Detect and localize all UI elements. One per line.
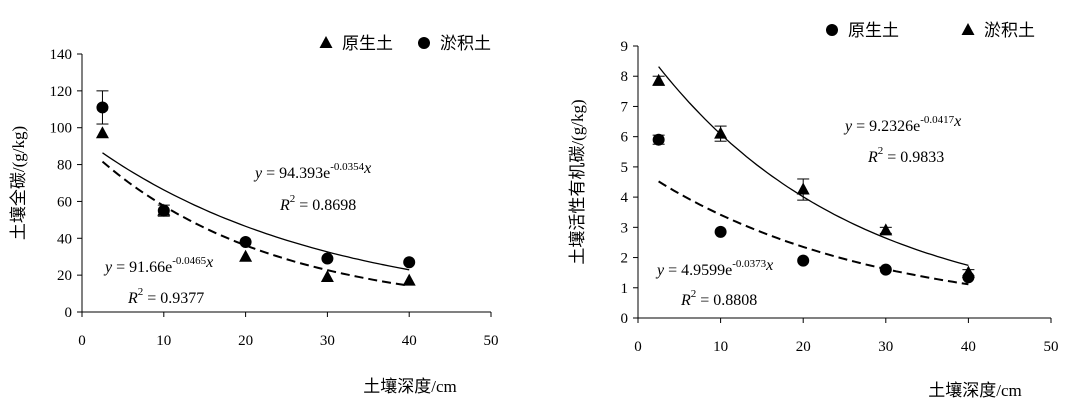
series-淤积土 [652,66,975,278]
y-tick-label: 140 [50,47,73,63]
y-tick-label: 120 [50,84,73,100]
y-tick-label: 2 [621,251,629,267]
legend-label: 原生土 [342,34,393,53]
data-point [239,235,252,248]
fit-equation: y = 94.393e-0.0354x [253,160,371,182]
x-tick-label: 10 [713,339,728,355]
data-point [157,204,170,217]
data-point [239,249,253,262]
x-tick-label: 30 [320,333,335,349]
data-point [961,265,975,278]
data-point [652,133,665,146]
x-tick-label: 50 [1044,339,1059,355]
data-point [796,182,810,195]
chart-2: 0 1 2 3 4 5 6 7 8 9 0 10 20 30 40 50 土壤深度/cm 土壤活性有机碳/(g/k… [567,21,1059,400]
y-axis-label: 土壤全碳/(g/kg) [8,126,28,240]
data-point [652,73,666,86]
data-point [95,126,109,139]
data-point [714,225,727,238]
fit-equation: y = 9.2326e-0.0417x [843,113,961,135]
fit-curve [658,66,969,267]
data-point [320,269,334,282]
chart-1: 0 20 40 60 80 100 120 140 0 10 20 30 40 50 土壤深度/cm 土壤全碳… [8,34,499,396]
y-tick-label: 9 [621,39,629,55]
legend-label: 淤积土 [440,34,491,53]
x-axis-label: 土壤深度/cm [363,376,457,396]
y-tick-label: 0 [621,311,629,327]
x-tick-label: 40 [402,333,417,349]
y-tick-label: 60 [57,194,72,210]
legend-label: 原生土 [848,21,899,40]
x-tick-label: 10 [156,333,171,349]
data-point [797,254,810,267]
fit-curve [658,180,969,286]
y-tick-label: 80 [57,158,72,174]
data-point [879,223,893,236]
y-tick-label: 20 [57,268,72,284]
fit-equation: y = 91.66e-0.0465x [103,254,213,276]
fit-curve [102,152,410,271]
y-axis-label: 土壤活性有机碳/(g/kg) [567,99,587,264]
data-point [321,252,334,265]
legend-marker [418,37,430,49]
y-tick-label: 7 [621,99,629,115]
data-point [402,273,416,286]
fit-equation: y = 4.9599e-0.0373x [655,257,773,279]
x-tick-label: 30 [878,339,893,355]
legend-label: 淤积土 [984,21,1035,40]
data-point [879,263,892,276]
y-tick-label: 100 [50,121,73,137]
legend-marker [826,24,838,36]
fit-r2: R2 = 0.8698 [279,193,356,214]
y-tick-label: 4 [621,190,629,206]
data-point [403,256,416,269]
y-tick-label: 0 [65,305,73,321]
x-tick-label: 0 [78,333,86,349]
fit-curve [101,160,410,287]
fit-r2: R2 = 0.9833 [867,145,944,166]
x-tick-label: 0 [634,339,642,355]
y-tick-label: 8 [621,69,629,85]
y-tick-label: 5 [621,160,629,176]
fit-r2: R2 = 0.8808 [680,288,757,309]
x-tick-label: 20 [796,339,811,355]
y-tick-label: 6 [621,130,629,146]
data-point [714,126,728,139]
y-tick-label: 3 [621,220,629,236]
x-tick-label: 50 [484,333,499,349]
y-tick-label: 40 [57,231,72,247]
legend-marker [319,36,333,48]
series-淤积土 [96,90,416,287]
fit-r2: R2 = 0.9377 [127,286,204,307]
data-point [96,101,109,114]
legend-marker [961,23,975,35]
x-tick-label: 20 [238,333,253,349]
x-axis-label: 土壤深度/cm [928,380,1022,400]
x-tick-label: 40 [961,339,976,355]
y-tick-label: 1 [621,281,629,297]
